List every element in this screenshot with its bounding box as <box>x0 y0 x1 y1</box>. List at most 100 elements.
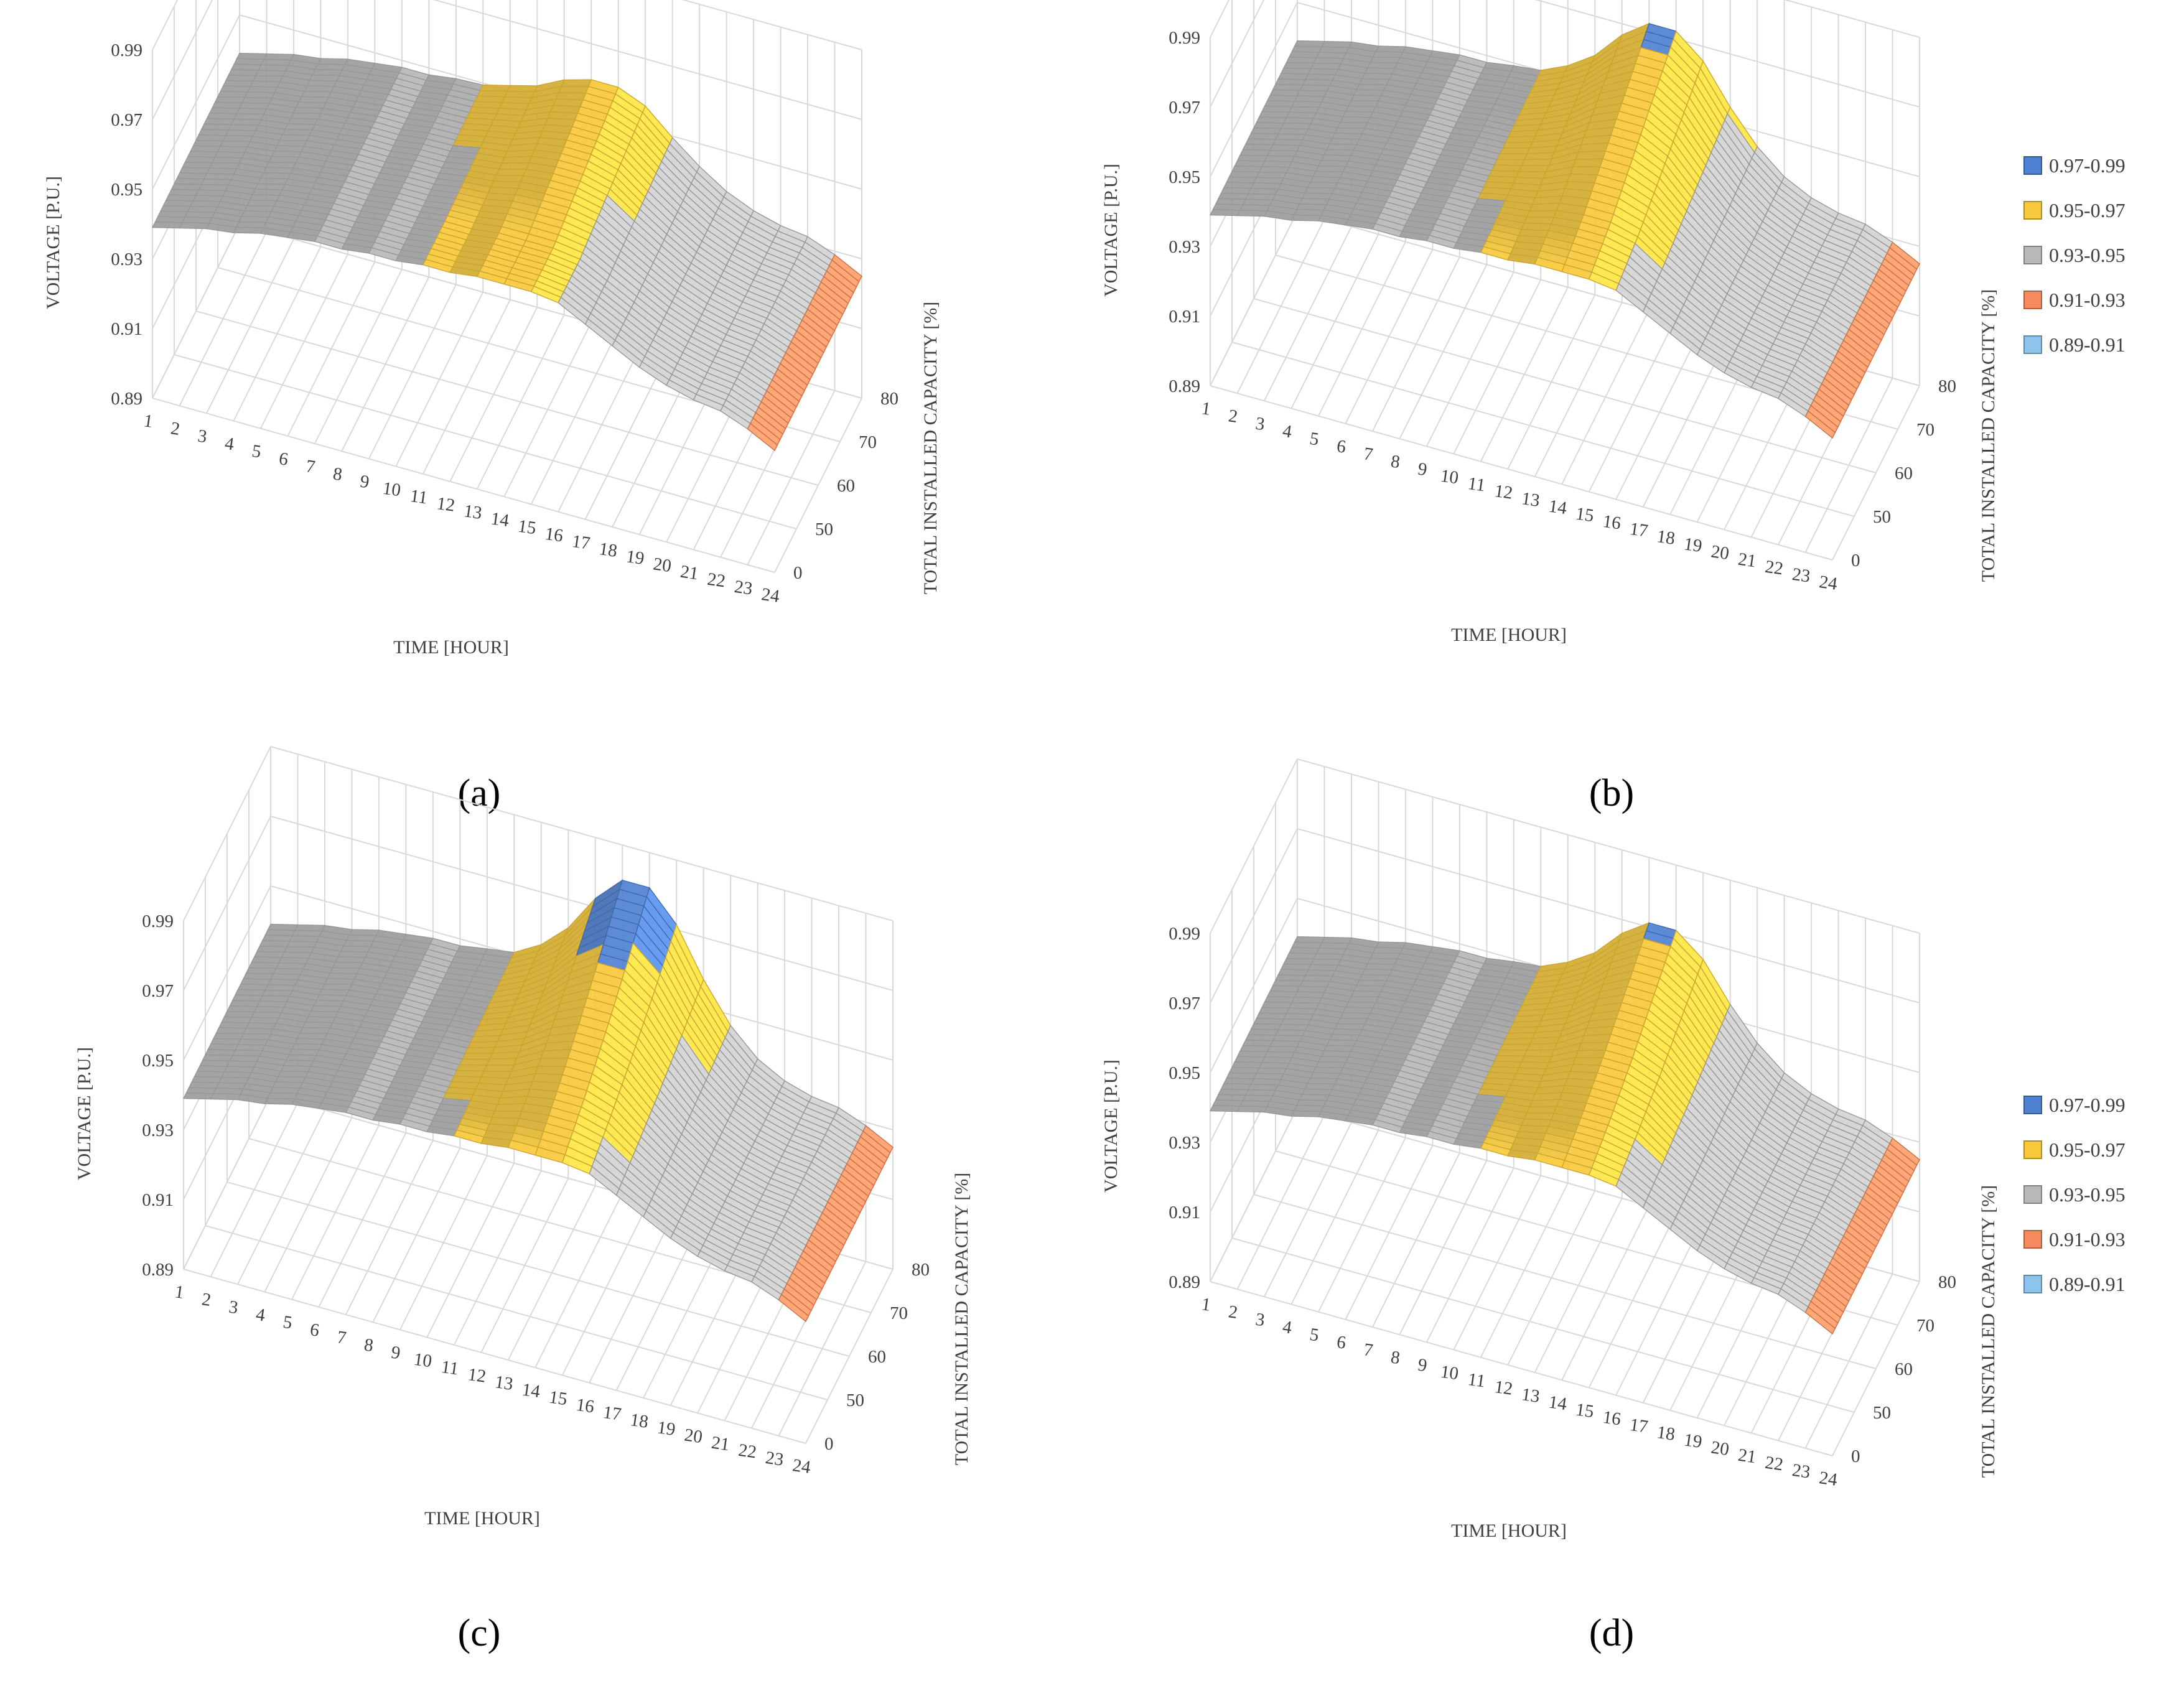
x-tick-labels: 1 2 3 4 5 6 7 8 9 10 11 12 13 14 15 16 17 18 19 20 21 22 23 24 <box>1200 1294 1839 1490</box>
surface-patch <box>1374 941 1407 949</box>
legend-label: 0.97-0.99 <box>2049 1094 2126 1116</box>
x-tick-label: 3 <box>228 1297 240 1318</box>
surface-patch <box>1293 1104 1325 1112</box>
surface-patch <box>1529 202 1561 212</box>
surface-patch <box>537 1057 569 1067</box>
x-tick-label: 3 <box>1254 1310 1266 1331</box>
legend-label: 0.89-0.91 <box>2049 333 2126 356</box>
surface-patch <box>159 205 192 213</box>
surface-patch <box>1258 166 1290 174</box>
surface-patch <box>1309 1072 1342 1079</box>
x-tick-label: 13 <box>1520 1384 1541 1407</box>
y-tick-label: 0.89 <box>111 389 142 409</box>
surface-patch <box>1302 975 1333 982</box>
surface-patch <box>464 1046 496 1055</box>
surface-patch <box>1580 1033 1612 1044</box>
y-tick-label: 0.93 <box>1169 237 1200 257</box>
x-tick-label: 8 <box>332 463 343 485</box>
surface-patch <box>1505 1032 1536 1040</box>
x-tick-label: 22 <box>1764 1453 1785 1475</box>
surface-chart-d: 1 2 3 4 5 6 7 8 9 10 11 12 13 14 15 16 17 18 19 20 21 22 23 240… <box>1101 758 1999 1654</box>
x-tick-label: 15 <box>548 1387 568 1410</box>
surface-patch <box>747 422 778 452</box>
x-tick-label: 10 <box>381 478 402 501</box>
x-tick-label: 14 <box>1547 1392 1569 1414</box>
x-tick-label: 4 <box>1281 421 1293 442</box>
surface-patch <box>248 1017 279 1024</box>
capacity-tick-label: 60 <box>837 476 855 496</box>
x-tick-label: 13 <box>1520 488 1541 511</box>
surface-patch <box>483 1064 515 1073</box>
capacity-tick-label: 70 <box>890 1303 908 1323</box>
capacity-tick-label: 60 <box>1895 463 1913 483</box>
surface-patch <box>189 200 221 208</box>
legend-bottom: 0.97-0.99 0.95-0.97 0.93-0.95 0.91-0.93 0.89… <box>2023 1094 2126 1295</box>
surface-patch <box>222 135 254 142</box>
x-tick-label: 3 <box>1254 414 1266 435</box>
grid-line <box>270 816 894 991</box>
surface-patch <box>226 1060 258 1068</box>
x-tick-label: 4 <box>254 1305 266 1326</box>
surface-patch <box>1526 210 1557 218</box>
surface-patch <box>217 146 248 153</box>
surface-patch <box>210 1093 241 1101</box>
capacity-tick-labels: 0 50 60 70 80 <box>824 1260 930 1454</box>
x-tick-label: 2 <box>169 418 181 439</box>
surface-patch <box>1302 79 1333 86</box>
x-tick-label: 18 <box>1656 1422 1676 1445</box>
legend-swatch <box>2023 246 2042 264</box>
surface-patch <box>1501 1038 1534 1045</box>
capacity-tick-label: 50 <box>1873 507 1891 527</box>
legend-swatch <box>2023 201 2042 220</box>
capacity-axis-title: TOTAL INSTALLED CAPACITY [%] <box>1978 1185 1999 1478</box>
capacity-tick-label: 80 <box>1938 1272 1956 1292</box>
x-tick-label: 24 <box>760 584 782 607</box>
surface-patch <box>337 951 369 958</box>
x-tick-label: 20 <box>1710 542 1730 564</box>
surface-patch <box>1236 210 1268 217</box>
x-tick-label: 16 <box>544 524 564 546</box>
x-tick-label: 19 <box>656 1417 676 1440</box>
surface-patch <box>179 222 210 230</box>
surface-patch <box>1242 198 1274 206</box>
surface-patch <box>1236 1106 1268 1113</box>
surface-patch <box>1575 1050 1607 1058</box>
x-axis-title: TIME [HOUR] <box>1451 1521 1567 1541</box>
surface-patch <box>312 68 343 77</box>
grid-line <box>1253 1194 1877 1369</box>
x-tick-label: 13 <box>462 501 483 523</box>
x-tick-label: 11 <box>409 486 429 508</box>
surface-patch <box>301 90 332 98</box>
grid-line <box>1210 0 1230 38</box>
y-tick-label: 0.99 <box>1169 28 1200 48</box>
legend-label: 0.89-0.91 <box>2049 1273 2126 1295</box>
surface-patch <box>1496 1049 1528 1057</box>
surface-patch <box>1342 111 1374 118</box>
surface-patch <box>1501 141 1534 149</box>
surface-patch <box>279 134 310 142</box>
legend-swatch <box>2023 291 2042 309</box>
x-tick-label: 11 <box>1467 473 1486 496</box>
x-tick-label: 23 <box>764 1448 785 1470</box>
surface-patch <box>491 1110 523 1119</box>
x-tick-label: 4 <box>223 434 235 455</box>
surface-patch <box>228 124 259 131</box>
surface-patch <box>317 58 349 65</box>
surface-patch <box>1258 1062 1290 1069</box>
surface-patch <box>1348 100 1379 108</box>
y-tick-label: 0.95 <box>1169 1063 1200 1083</box>
grid-line <box>183 1269 806 1444</box>
legend-top: 0.97-0.99 0.95-0.97 0.93-0.95 0.91-0.93 0.89… <box>2023 154 2126 356</box>
surface-patch <box>1523 152 1555 161</box>
x-tick-label: 22 <box>706 569 727 592</box>
grid-line <box>1210 385 1833 561</box>
legend-label: 0.93-0.95 <box>2049 1183 2126 1206</box>
y-tick-labels: 0.89 0.91 0.93 0.95 0.97 0.99 <box>142 911 174 1280</box>
surface-patch <box>251 189 284 196</box>
surface-patch <box>268 156 300 164</box>
surface-patch <box>1353 89 1385 96</box>
surface-patch <box>506 85 538 93</box>
surface-patch <box>282 1060 315 1067</box>
surface-patch <box>1804 410 1836 439</box>
surface-patch <box>154 216 186 223</box>
